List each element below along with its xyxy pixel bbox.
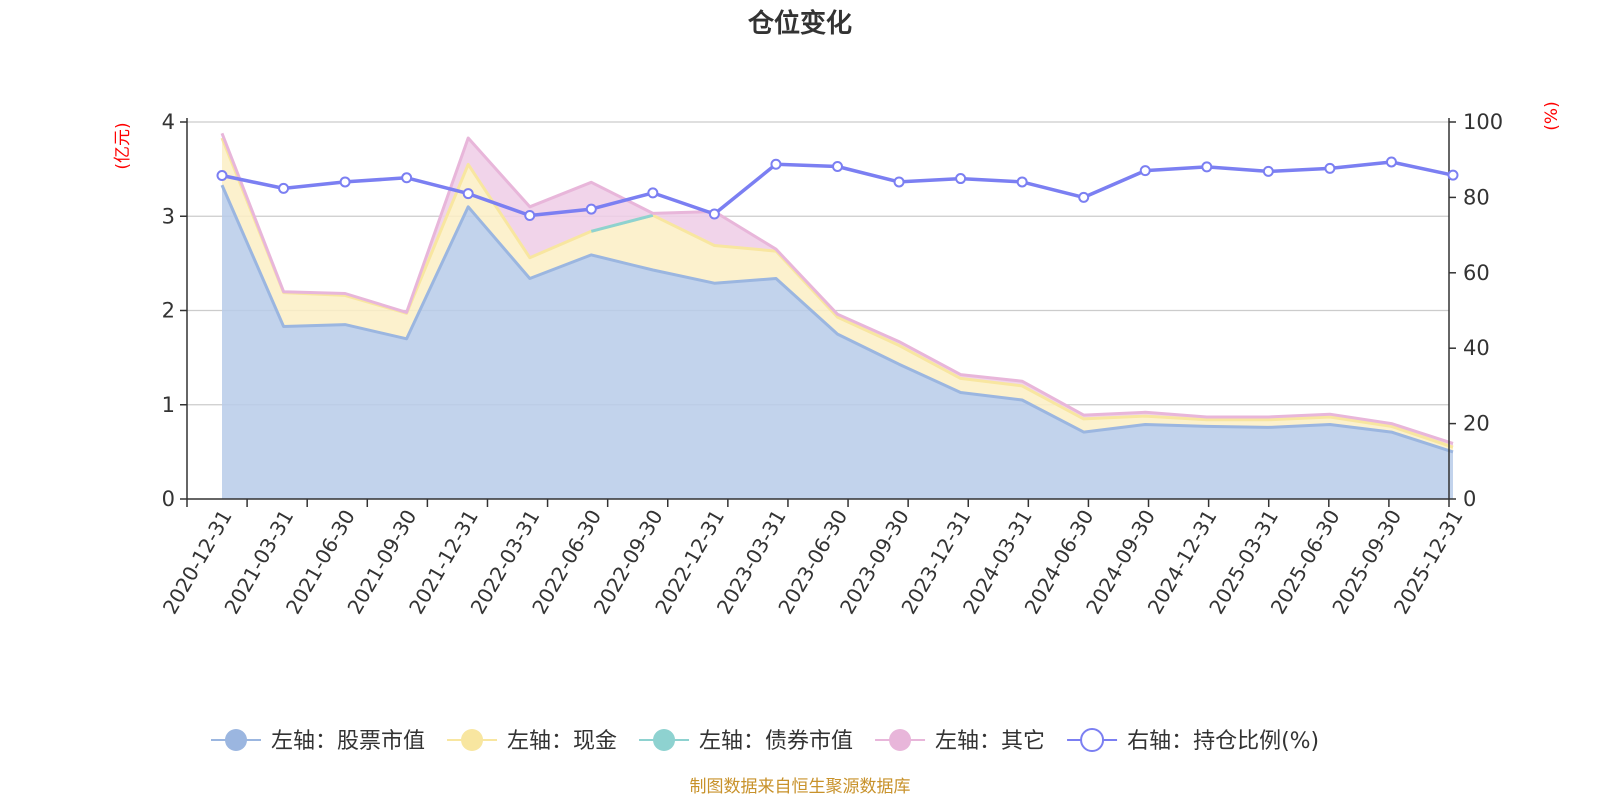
ratio-point <box>708 208 720 220</box>
ratio-point <box>1078 191 1090 203</box>
ratio-point <box>278 182 290 194</box>
legend-label: 右轴：持仓比例(%) <box>1127 729 1319 754</box>
right-axis-tick-label: 40 <box>1463 336 1490 360</box>
ratio-point <box>1016 176 1028 188</box>
legend-label: 左轴：其它 <box>935 729 1045 754</box>
legend-marker <box>889 729 912 751</box>
right-axis-tick-label: 0 <box>1463 487 1476 511</box>
legend-marker <box>225 729 247 751</box>
legend-item: 右轴：持仓比例(%) <box>1067 728 1319 754</box>
source-note: 制图数据来自恒生聚源数据库 <box>690 777 911 797</box>
left-axis-tick-label: 4 <box>162 110 175 134</box>
ratio-point <box>1385 156 1397 168</box>
ratio-point <box>1447 169 1459 181</box>
right-axis-tick-label: 60 <box>1463 261 1490 285</box>
left-axis-unit-label: (亿元) <box>113 122 133 169</box>
legend-label: 左轴：现金 <box>507 729 617 754</box>
legend-item: 左轴：现金 <box>447 729 617 754</box>
ratio-point <box>832 160 843 172</box>
ratio-point <box>955 173 967 185</box>
left-axis-tick-label: 0 <box>162 487 175 511</box>
right-axis-unit-label: (%) <box>1542 101 1562 130</box>
ratio-point <box>339 176 351 188</box>
legend-label: 左轴：债券市值 <box>699 729 853 754</box>
legend-marker <box>1080 728 1105 752</box>
ratio-point <box>585 203 597 215</box>
legend-item: 左轴：其它 <box>875 729 1045 754</box>
legend-marker <box>653 729 676 751</box>
ratio-point <box>524 209 536 221</box>
legend-marker <box>461 729 484 751</box>
ratio-point <box>1262 165 1274 177</box>
series-line-左轴：现金 <box>220 137 1454 449</box>
legend-item: 左轴：股票市值 <box>211 729 425 754</box>
left-axis-tick-label: 1 <box>162 393 175 417</box>
right-axis-tick-label: 20 <box>1463 412 1490 436</box>
legend: 左轴：股票市值 左轴：现金 左轴：债券市值 左轴：其它 右轴：持仓比例(%) <box>211 728 1319 754</box>
ratio-point <box>1201 161 1213 173</box>
ratio-point <box>401 172 413 184</box>
right-axis-tick-label: 100 <box>1463 110 1503 134</box>
left-axis-tick-label: 2 <box>162 299 175 323</box>
ratio-point <box>647 187 659 199</box>
area-左轴：股票市值 <box>222 185 1453 499</box>
ratio-point <box>770 158 782 170</box>
ratio-points-group <box>216 156 1459 221</box>
legend-item: 左轴：债券市值 <box>639 729 853 754</box>
area-左轴：现金 <box>222 138 1453 452</box>
chart-title: 仓位变化 <box>747 8 852 39</box>
series-line-左轴：其它 <box>220 132 1454 445</box>
right-axis-tick-label: 80 <box>1463 185 1490 209</box>
ratio-point <box>1139 165 1151 177</box>
left-axis-tick-label: 3 <box>162 204 175 228</box>
ratio-point <box>893 176 905 188</box>
legend-label: 左轴：股票市值 <box>271 729 425 754</box>
ratio-point <box>216 170 228 182</box>
series-line-左轴：股票市值 <box>220 184 1454 454</box>
series-line-左轴：债券市值 <box>590 213 654 233</box>
ratio-point <box>462 188 474 200</box>
ratio-point <box>1324 162 1336 174</box>
